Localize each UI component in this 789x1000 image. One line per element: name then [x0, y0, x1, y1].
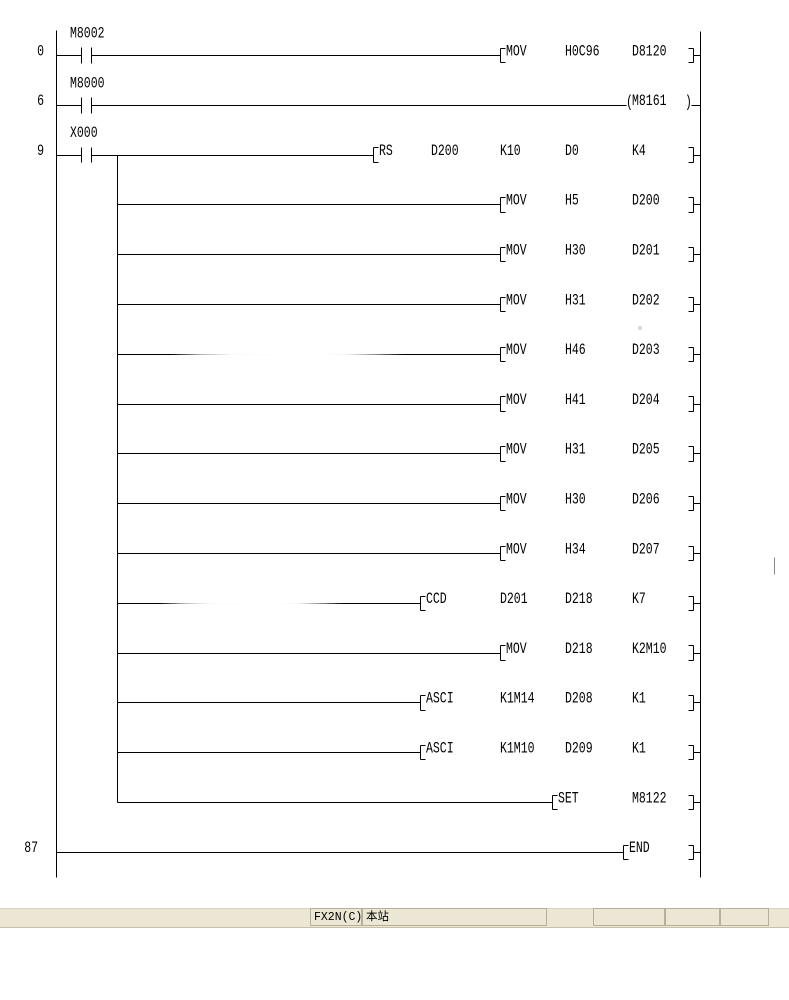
svg-text:6: 6 [37, 92, 44, 110]
svg-text:D208: D208 [565, 690, 593, 708]
svg-text:CCD: CCD [426, 590, 447, 608]
svg-text:MOV: MOV [506, 391, 527, 409]
svg-text:END: END [629, 839, 650, 857]
svg-text:H34: H34 [565, 540, 586, 558]
svg-text:H0C96: H0C96 [565, 42, 600, 60]
svg-text:H41: H41 [565, 391, 586, 409]
svg-text:H5: H5 [565, 192, 579, 210]
svg-text:9: 9 [37, 142, 44, 160]
svg-text:MOV: MOV [506, 341, 527, 359]
svg-text:K1M14: K1M14 [500, 690, 535, 708]
svg-text:K7: K7 [632, 590, 646, 608]
svg-text:87: 87 [24, 839, 38, 857]
svg-text:D202: D202 [632, 291, 660, 309]
svg-text:X000: X000 [70, 124, 98, 142]
svg-text:RS: RS [379, 142, 393, 160]
svg-text:MOV: MOV [506, 291, 527, 309]
svg-text:D201: D201 [632, 242, 660, 260]
svg-text:MOV: MOV [506, 540, 527, 558]
svg-text:MOV: MOV [506, 441, 527, 459]
svg-text:K2M10: K2M10 [632, 640, 667, 658]
svg-text:M8002: M8002 [70, 25, 105, 43]
svg-text:D200: D200 [632, 192, 660, 210]
svg-text:D205: D205 [632, 441, 660, 459]
svg-text:K1: K1 [632, 690, 646, 708]
svg-text:H46: H46 [565, 341, 586, 359]
svg-text:MOV: MOV [506, 192, 527, 210]
svg-text:SET: SET [558, 789, 579, 807]
svg-text:H31: H31 [565, 441, 586, 459]
svg-text:K10: K10 [500, 142, 521, 160]
svg-text:MOV: MOV [506, 242, 527, 260]
svg-text:0: 0 [37, 42, 44, 60]
svg-text:K1: K1 [632, 740, 646, 758]
svg-text:D218: D218 [565, 590, 593, 608]
svg-text:M8122: M8122 [632, 789, 667, 807]
svg-text:D218: D218 [565, 640, 593, 658]
svg-text:D8120: D8120 [632, 42, 667, 60]
svg-text:K1M10: K1M10 [500, 740, 535, 758]
svg-text:K4: K4 [632, 142, 646, 160]
svg-text:D209: D209 [565, 740, 593, 758]
svg-text:ASCI: ASCI [426, 690, 454, 708]
svg-text:ASCI: ASCI [426, 740, 454, 758]
svg-text:D201: D201 [500, 590, 528, 608]
svg-text:H30: H30 [565, 491, 586, 509]
svg-text:MOV: MOV [506, 491, 527, 509]
svg-text:H31: H31 [565, 291, 586, 309]
svg-text:D203: D203 [632, 341, 660, 359]
svg-text:D0: D0 [565, 142, 579, 160]
svg-text:MOV: MOV [506, 640, 527, 658]
svg-text:D200: D200 [431, 142, 459, 160]
svg-text:M8000: M8000 [70, 74, 105, 92]
svg-text:H30: H30 [565, 242, 586, 260]
svg-text:MOV: MOV [506, 42, 527, 60]
svg-text:D207: D207 [632, 540, 660, 558]
svg-text:): ) [685, 93, 692, 112]
svg-text:D204: D204 [632, 391, 660, 409]
svg-text:M8161: M8161 [632, 92, 667, 110]
svg-text:D206: D206 [632, 491, 660, 509]
